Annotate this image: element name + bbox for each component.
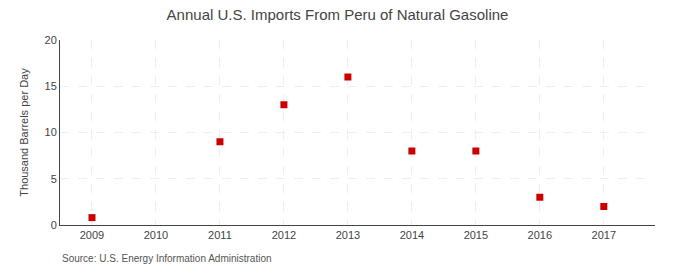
svg-text:2011: 2011: [208, 229, 232, 241]
svg-text:2014: 2014: [400, 229, 424, 241]
svg-text:2009: 2009: [80, 229, 104, 241]
svg-text:10: 10: [45, 126, 57, 138]
svg-text:2017: 2017: [592, 229, 616, 241]
svg-text:0: 0: [51, 219, 57, 231]
svg-text:2015: 2015: [464, 229, 488, 241]
svg-text:5: 5: [51, 173, 57, 185]
svg-text:Source: U.S. Energy Informatio: Source: U.S. Energy Information Administ…: [62, 253, 272, 264]
svg-text:Annual U.S. Imports From Peru: Annual U.S. Imports From Peru of Natural…: [167, 6, 509, 23]
svg-text:Thousand Barrels per Day: Thousand Barrels per Day: [18, 68, 30, 197]
svg-text:2016: 2016: [528, 229, 552, 241]
svg-text:2012: 2012: [272, 229, 296, 241]
svg-text:2010: 2010: [144, 229, 168, 241]
svg-text:15: 15: [45, 80, 57, 92]
svg-text:2013: 2013: [336, 229, 360, 241]
svg-text:20: 20: [45, 34, 57, 46]
